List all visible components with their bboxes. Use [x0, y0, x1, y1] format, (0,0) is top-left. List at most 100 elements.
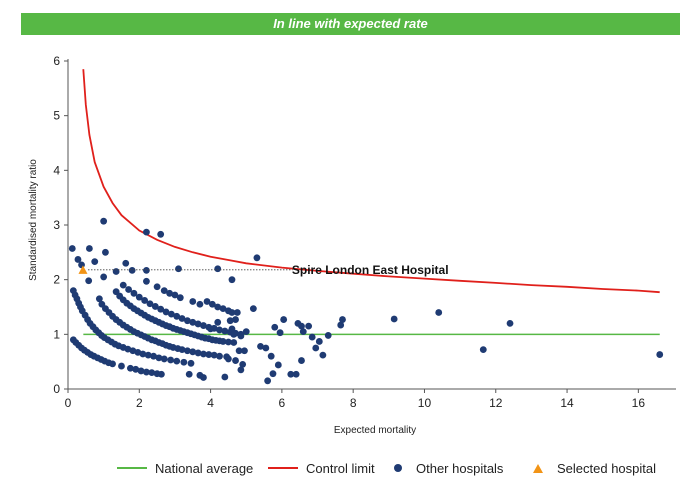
other-hospital-point: [144, 351, 152, 359]
other-hospital-point: [143, 368, 150, 376]
other-hospital-point: [95, 295, 103, 303]
other-hospital-point: [153, 283, 161, 291]
other-hospital-point: [119, 281, 127, 289]
other-hospital-point: [656, 351, 664, 358]
y-tick-label: 6: [53, 54, 60, 68]
other-hospital-point: [319, 351, 327, 359]
other-hospital-point: [208, 300, 216, 308]
other-hospital-point: [135, 293, 143, 301]
other-hospital-point: [233, 309, 241, 316]
other-hospital-point: [219, 338, 227, 345]
other-hospital-point: [109, 360, 116, 368]
other-hospital-point: [235, 347, 243, 355]
other-hospital-point: [189, 348, 197, 356]
other-hospital-point: [262, 344, 270, 352]
other-hospital-point: [280, 316, 288, 323]
annotation: Spire London East Hospital: [87, 263, 449, 277]
legend-selected-hospital-label: Selected hospital: [557, 460, 657, 476]
control-limit-curve: [82, 69, 660, 294]
other-hospital-point: [122, 259, 130, 267]
other-hospital-point: [148, 369, 156, 376]
other-hospital-point: [214, 303, 222, 311]
other-hospital-point: [207, 325, 214, 333]
other-hospital-point: [264, 377, 272, 385]
other-hospital-point: [160, 287, 168, 294]
other-hospital-point: [271, 323, 279, 331]
other-hospital-point: [157, 370, 165, 378]
other-hospital-point: [230, 339, 238, 346]
x-tick-label: 8: [350, 396, 357, 410]
other-hospital-point: [151, 303, 159, 310]
other-hospital-point: [125, 286, 132, 293]
legend-other-hospitals: Other hospitals: [386, 458, 503, 478]
annotation-label: Spire London East Hospital: [292, 263, 449, 277]
y-tick-label: 4: [53, 163, 60, 177]
other-hospital-point: [257, 342, 264, 350]
other-hospital-point: [173, 312, 181, 320]
x-axis-title: Expected mortality: [334, 425, 416, 436]
other-hospital-point: [74, 256, 82, 263]
other-hospital-point: [249, 305, 257, 313]
legend-selected-hospital: Selected hospital: [526, 458, 656, 478]
other-hospital-point: [143, 228, 150, 236]
other-hospital-point: [189, 318, 197, 326]
other-hospital-point: [228, 276, 236, 284]
other-hospital-point: [185, 370, 193, 378]
other-hospital-point: [219, 305, 227, 313]
legend-other-hospitals-label: Other hospitals: [416, 460, 504, 476]
other-hospital-point: [228, 309, 236, 316]
x-tick-label: 4: [207, 396, 214, 410]
x-tick-label: 16: [632, 396, 646, 410]
selected-hospital-swatch: [533, 463, 543, 473]
other-hospital-point: [203, 298, 211, 305]
other-hospital-point: [287, 370, 295, 378]
other-hospital-point: [157, 230, 165, 238]
other-hospital-point: [200, 374, 207, 381]
other-hospital-point: [225, 355, 232, 363]
other-hospital-point: [214, 318, 222, 326]
other-hospital-point: [176, 294, 184, 302]
other-hospital-point: [241, 347, 248, 355]
other-hospital-point: [315, 338, 323, 345]
legend-control-limit-label: Control limit: [306, 460, 375, 476]
control-limit-swatch: [268, 467, 298, 469]
other-hospital-point: [178, 315, 186, 322]
other-hospital-point: [157, 305, 165, 313]
other-hospital-point: [226, 317, 234, 325]
other-hospital-point: [130, 289, 138, 297]
selected-hospital-point: [78, 265, 88, 274]
x-tick-label: 12: [489, 396, 503, 410]
other-hospital-point: [298, 322, 305, 330]
other-hospital-point: [214, 265, 222, 273]
other-hospital-point: [175, 265, 182, 273]
other-hospital-point: [298, 357, 305, 364]
other-hospital-point: [173, 357, 181, 365]
other-hospital-point: [102, 248, 109, 256]
other-hospital-point: [162, 308, 170, 316]
other-hospital-point: [299, 328, 307, 335]
other-hospital-point: [205, 351, 213, 358]
other-hospital-point: [253, 254, 261, 262]
other-hospital-point: [68, 245, 76, 252]
legend: National average Control limit Other hos…: [0, 458, 700, 478]
reference-lines: [82, 69, 660, 336]
other-hospital-point: [118, 362, 125, 370]
other-hospital-point: [200, 322, 207, 329]
other-hospital-point: [242, 328, 250, 335]
other-hospital-point: [305, 322, 313, 330]
other-hospital-point: [143, 277, 150, 285]
y-tick-label: 1: [53, 327, 60, 341]
other-hospital-point: [221, 373, 229, 381]
other-hospital-point: [200, 350, 207, 358]
other-hospital-point: [230, 330, 238, 338]
other-hospital-point: [139, 350, 147, 358]
other-hospital-point: [228, 325, 236, 333]
other-hospital-point: [155, 354, 163, 362]
other-hospital-point: [167, 356, 175, 364]
other-hospital-point: [100, 217, 108, 225]
other-hospital-point: [180, 358, 188, 366]
other-hospital-point: [337, 321, 345, 329]
other-hospital-point: [187, 359, 195, 367]
y-tick-label: 0: [53, 382, 60, 396]
